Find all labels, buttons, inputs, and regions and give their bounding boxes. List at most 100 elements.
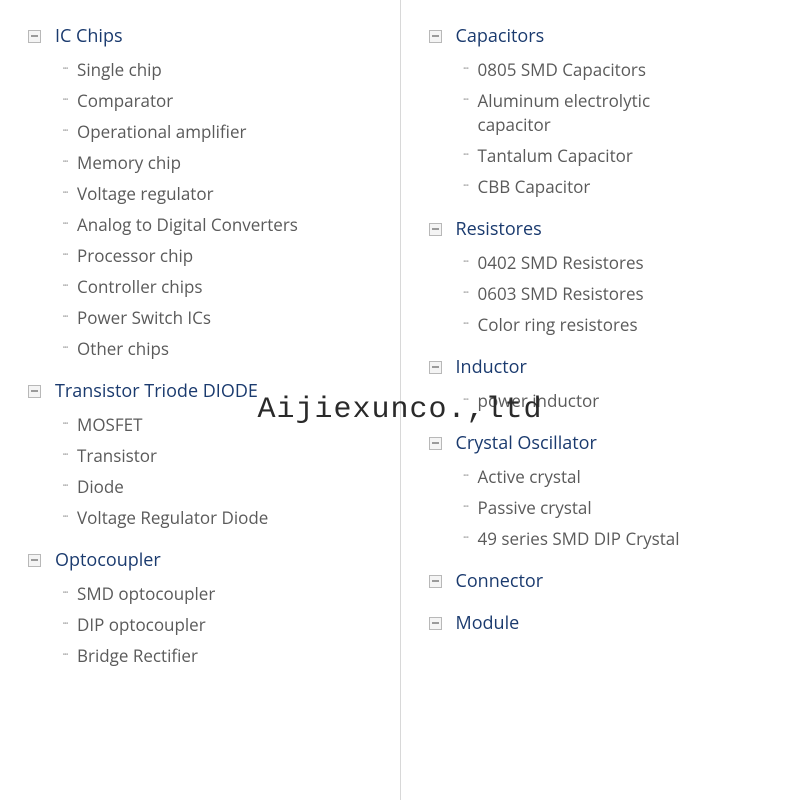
subcategory-label[interactable]: Analog to Digital Converters — [77, 213, 298, 237]
subcategory-label[interactable]: Aluminum electrolytic capacitor — [478, 89, 718, 137]
subcategory-item-passive-crystal[interactable]: ···Passive crystal — [463, 496, 781, 520]
category-crystal-oscillator: Crystal Oscillator ··· Active crystal ···Pa… — [429, 431, 781, 551]
subcategory-label[interactable]: Power Switch ICs — [77, 306, 211, 330]
bullet-icon: ··· — [62, 58, 67, 80]
subcategory-item-mosfet[interactable]: ···MOSFET — [62, 413, 380, 437]
subcategory-label[interactable]: Bridge Rectifier — [77, 644, 198, 668]
subcategory-label[interactable]: Operational amplifier — [77, 120, 246, 144]
subcategory-label[interactable]: 49 series SMD DIP Crystal — [478, 527, 680, 551]
category-title[interactable]: IC Chips — [55, 24, 123, 48]
subcategory-list: ···Single chip···Comparator···Operationa… — [28, 58, 380, 361]
subcategory-item-processor-chip[interactable]: ··· Processor chip — [62, 244, 380, 268]
category-connector: Connector — [429, 569, 781, 593]
collapse-icon[interactable] — [28, 30, 41, 43]
subcategory-label[interactable]: Passive crystal — [478, 496, 592, 520]
subcategory-item-operational-amplifier[interactable]: ···Operational amplifier — [62, 120, 380, 144]
collapse-icon[interactable] — [429, 223, 442, 236]
subcategory-label[interactable]: SMD optocoupler — [77, 582, 215, 606]
subcategory-item-diode[interactable]: ···Diode — [62, 475, 380, 499]
subcategory-item-0805-smd-capacitors[interactable]: ···0805 SMD Capacitors — [463, 58, 781, 82]
category-title[interactable]: Capacitors — [456, 24, 545, 48]
subcategory-label[interactable]: Tantalum Capacitor — [478, 144, 633, 168]
category-title[interactable]: Connector — [456, 569, 544, 593]
category-header-inductor[interactable]: Inductor — [429, 355, 781, 379]
subcategory-label[interactable]: Active crystal — [478, 465, 581, 489]
subcategory-label[interactable]: Transistor — [77, 444, 157, 468]
subcategory-label[interactable]: 0603 SMD Resistores — [478, 282, 644, 306]
subcategory-label[interactable]: Color ring resistores — [478, 313, 638, 337]
subcategory-item-transistor[interactable]: ···Transistor — [62, 444, 380, 468]
collapse-icon[interactable] — [28, 385, 41, 398]
category-header-transistor-triode-diode[interactable]: Transistor Triode DIODE — [28, 379, 380, 403]
category-header-crystal-oscillator[interactable]: Crystal Oscillator — [429, 431, 781, 455]
subcategory-list: ··· 0402 SMD Resistores ···0603 SMD Resist… — [429, 251, 781, 337]
subcategory-label[interactable]: Diode — [77, 475, 124, 499]
category-ic-chips: IC Chips···Single chip···Comparator···Op… — [28, 24, 380, 361]
subcategory-item-49-series-smd-dip-crystal[interactable]: ···49 series SMD DIP Crystal — [463, 527, 781, 551]
bullet-icon: ··· — [62, 244, 67, 266]
subcategory-item-power-inductor[interactable]: ···power inductor — [463, 389, 781, 413]
category-title[interactable]: Crystal Oscillator — [456, 431, 597, 455]
subcategory-label[interactable]: Comparator — [77, 89, 173, 113]
right-column: Capacitors···0805 SMD Capacitors···Alumi… — [401, 0, 800, 800]
category-header-ic-chips[interactable]: IC Chips — [28, 24, 380, 48]
bullet-icon: ··· — [463, 465, 468, 487]
subcategory-label[interactable]: MOSFET — [77, 413, 142, 437]
bullet-icon: ··· — [62, 213, 67, 235]
category-title[interactable]: Resistores — [456, 217, 542, 241]
category-header-module[interactable]: Module — [429, 611, 781, 635]
subcategory-label[interactable]: Single chip — [77, 58, 162, 82]
category-title[interactable]: Module — [456, 611, 520, 635]
bullet-icon: ··· — [62, 644, 67, 666]
category-title[interactable]: Optocoupler — [55, 548, 161, 572]
subcategory-label[interactable]: DIP optocoupler — [77, 613, 206, 637]
collapse-icon[interactable] — [429, 575, 442, 588]
subcategory-item-controller-chips[interactable]: ···Controller chips — [62, 275, 380, 299]
collapse-icon[interactable] — [429, 437, 442, 450]
subcategory-item-tantalum-capacitor[interactable]: ···Tantalum Capacitor — [463, 144, 781, 168]
subcategory-label[interactable]: 0805 SMD Capacitors — [478, 58, 646, 82]
bullet-icon: ··· — [463, 251, 468, 273]
category-title[interactable]: Inductor — [456, 355, 527, 379]
collapse-icon[interactable] — [429, 617, 442, 630]
collapse-icon[interactable] — [28, 554, 41, 567]
subcategory-label[interactable]: 0402 SMD Resistores — [478, 251, 644, 275]
category-title[interactable]: Transistor Triode DIODE — [55, 379, 258, 403]
category-header-optocoupler[interactable]: Optocoupler — [28, 548, 380, 572]
subcategory-item-power-switch-ics[interactable]: ···Power Switch ICs — [62, 306, 380, 330]
subcategory-item-analog-to-digital-converters[interactable]: ··· Analog to Digital Converters — [62, 213, 380, 237]
bullet-icon: ··· — [463, 89, 468, 111]
category-header-resistores[interactable]: Resistores — [429, 217, 781, 241]
subcategory-item-cbb-capacitor[interactable]: ··· CBB Capacitor — [463, 175, 781, 199]
left-column: IC Chips···Single chip···Comparator···Op… — [0, 0, 400, 800]
subcategory-item-voltage-regulator-diode[interactable]: ···Voltage Regulator Diode — [62, 506, 380, 530]
subcategory-item-0402-smd-resistores[interactable]: ··· 0402 SMD Resistores — [463, 251, 781, 275]
subcategory-label[interactable]: CBB Capacitor — [478, 175, 591, 199]
subcategory-label[interactable]: Processor chip — [77, 244, 193, 268]
category-header-connector[interactable]: Connector — [429, 569, 781, 593]
subcategory-item-bridge-rectifier[interactable]: ··· Bridge Rectifier — [62, 644, 380, 668]
subcategory-item-0603-smd-resistores[interactable]: ···0603 SMD Resistores — [463, 282, 781, 306]
subcategory-item-other-chips[interactable]: ···Other chips — [62, 337, 380, 361]
subcategory-label[interactable]: Other chips — [77, 337, 169, 361]
collapse-icon[interactable] — [429, 361, 442, 374]
subcategory-item-voltage-regulator[interactable]: ···Voltage regulator — [62, 182, 380, 206]
subcategory-item-active-crystal[interactable]: ··· Active crystal — [463, 465, 781, 489]
subcategory-label[interactable]: Voltage Regulator Diode — [77, 506, 268, 530]
category-header-capacitors[interactable]: Capacitors — [429, 24, 781, 48]
subcategory-item-memory-chip[interactable]: ···Memory chip — [62, 151, 380, 175]
subcategory-label[interactable]: Voltage regulator — [77, 182, 213, 206]
subcategory-label[interactable]: Memory chip — [77, 151, 181, 175]
subcategory-item-single-chip[interactable]: ··· Single chip — [62, 58, 380, 82]
bullet-icon: ··· — [463, 175, 468, 197]
bullet-icon: ··· — [62, 582, 67, 604]
subcategory-item-aluminum-electrolytic-capacitor[interactable]: ··· Aluminum electrolytic capacitor — [463, 89, 781, 137]
subcategory-item-comparator[interactable]: ···Comparator — [62, 89, 380, 113]
subcategory-item-color-ring-resistores[interactable]: ···Color ring resistores — [463, 313, 781, 337]
subcategory-label[interactable]: power inductor — [478, 389, 600, 413]
category-module: Module — [429, 611, 781, 635]
subcategory-label[interactable]: Controller chips — [77, 275, 202, 299]
subcategory-item-smd-optocoupler[interactable]: ··· SMD optocoupler — [62, 582, 380, 606]
collapse-icon[interactable] — [429, 30, 442, 43]
subcategory-item-dip-optocoupler[interactable]: ···DIP optocoupler — [62, 613, 380, 637]
